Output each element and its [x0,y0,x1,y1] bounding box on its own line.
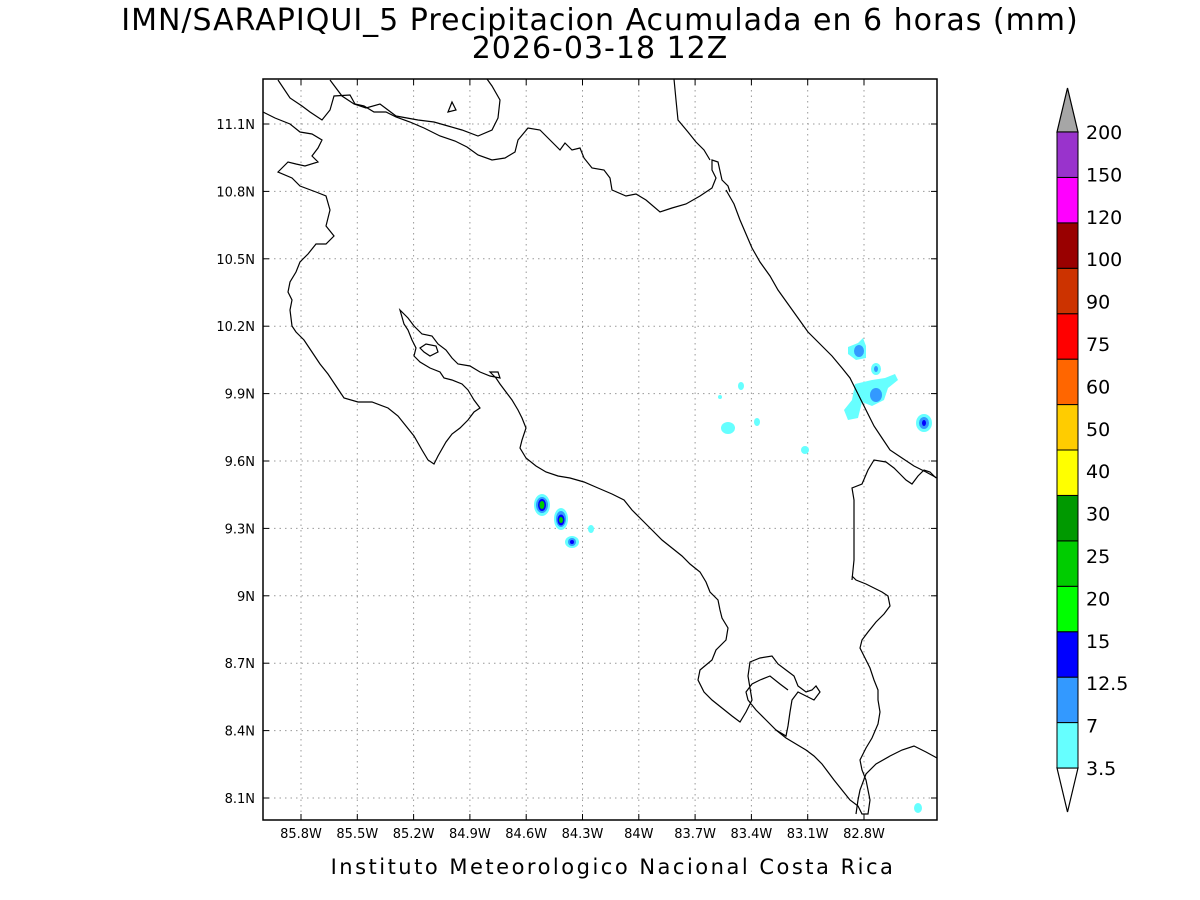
y-tick-label: 9.3N [225,522,255,537]
y-tick-label: 9.9N [225,388,255,403]
colorbar-label: 50 [1086,419,1110,441]
y-tick-label: 11.1N [216,118,255,133]
y-tick-label: 8.7N [225,657,255,672]
y-tick-label: 8.4N [225,725,255,740]
rain-cell [539,501,545,509]
colorbar-box [1056,267,1079,315]
colorbar-box [1056,676,1079,724]
rain-cell [874,366,878,372]
map-background [263,79,937,820]
coastline [262,78,938,815]
colorbar-label: 30 [1086,504,1110,526]
colorbar-label: 25 [1086,546,1110,568]
x-tick-label: 83.1W [787,827,829,842]
pacific-coast [262,111,821,737]
nicaragua-east-border [673,78,711,161]
y-tick-label: 10.8N [216,185,255,200]
rain-cell [914,803,922,813]
grid-lines [263,79,937,820]
y-tick-label: 9.6N [225,455,255,470]
colorbar-box [1056,631,1079,678]
x-tick-label: 85.5W [336,827,378,842]
x-tick-label: 84.6W [505,827,547,842]
colorbar-box [1056,722,1079,769]
lake-nicaragua-shore [329,78,501,137]
colorbar-box [1056,404,1079,451]
caribbean-coast [725,189,938,479]
osa-coast [775,575,891,815]
y-tick-label: 8.1N [225,792,255,807]
rain-cell [721,422,735,434]
x-tick-label: 84.3W [562,827,604,842]
colorbar: 3.5 7 12.5 15 20 25 30 40 50 60 75 90 100 120 150 200 [1056,87,1128,813]
colorbar-label: 3.5 [1086,758,1116,780]
x-tick-label: 84W [624,827,654,842]
colorbar-label: 150 [1086,164,1122,186]
colorbar-label: 120 [1086,207,1122,229]
rain-cell [854,345,864,357]
x-axis: 85.8W 85.5W 85.2W 84.9W 84.6W 84.3W 84W 83.7W 83… [280,79,885,842]
rain-cell [870,388,882,402]
x-tick-label: 83.4W [730,827,772,842]
rain-cell [570,540,574,544]
footer-credit: Instituto Meteorologico Nacional Costa R… [330,855,896,879]
x-tick-label: 84.9W [449,827,491,842]
colorbar-label: 20 [1086,588,1110,610]
y-tick-label: 9N [237,590,255,605]
colorbar-label: 40 [1086,461,1110,483]
x-tick-label: 83.7W [674,827,716,842]
map-datetime: 2026-03-18 12Z [471,31,729,66]
colorbar-label: 7 [1086,716,1098,738]
map-frame [262,78,938,821]
gulf-island [419,343,439,357]
rain-cell [801,446,809,454]
y-tick-label: 10.5N [216,253,255,268]
colorbar-box [1056,176,1079,224]
colorbar-label: 200 [1086,122,1122,144]
colorbar-top-arrow [1056,87,1079,133]
x-tick-label: 85.2W [393,827,435,842]
rain-cell [922,420,926,426]
colorbar-box [1056,222,1079,269]
rain-cell [559,517,563,523]
colorbar-box [1056,585,1079,633]
map-title: IMN/SARAPIQUI_5 Precipitacion Acumulada … [121,3,1079,38]
y-axis: 11.1N 10.8N 10.5N 10.2N 9.9N 9.6N 9.3N 9N 8.7N 8.… [216,118,937,807]
colorbar-label: 60 [1086,376,1110,398]
colorbar-box [1056,313,1079,360]
panama-coast [855,745,938,815]
colorbar-label: 100 [1086,249,1122,271]
colorbar-label: 12.5 [1086,673,1128,695]
colorbar-box [1056,131,1079,178]
rain-cell [754,418,760,426]
colorbar-bottom-arrow [1056,767,1079,813]
colorbar-label: 90 [1086,292,1110,314]
colorbar-label: 15 [1086,631,1110,653]
colorbar-box [1056,449,1079,496]
precipitation-areas [534,338,932,813]
rain-cell [718,395,722,399]
lake-island [447,100,457,113]
rain-cell [588,525,594,533]
rain-cell [738,382,744,390]
colorbar-box [1056,358,1079,406]
x-tick-label: 85.8W [280,827,322,842]
colorbar-label: 75 [1086,334,1110,356]
colorbar-box [1056,540,1079,587]
colorbar-box [1056,494,1079,542]
panama-border [851,459,937,581]
y-tick-label: 10.2N [216,320,255,335]
x-tick-label: 82.8W [843,827,885,842]
